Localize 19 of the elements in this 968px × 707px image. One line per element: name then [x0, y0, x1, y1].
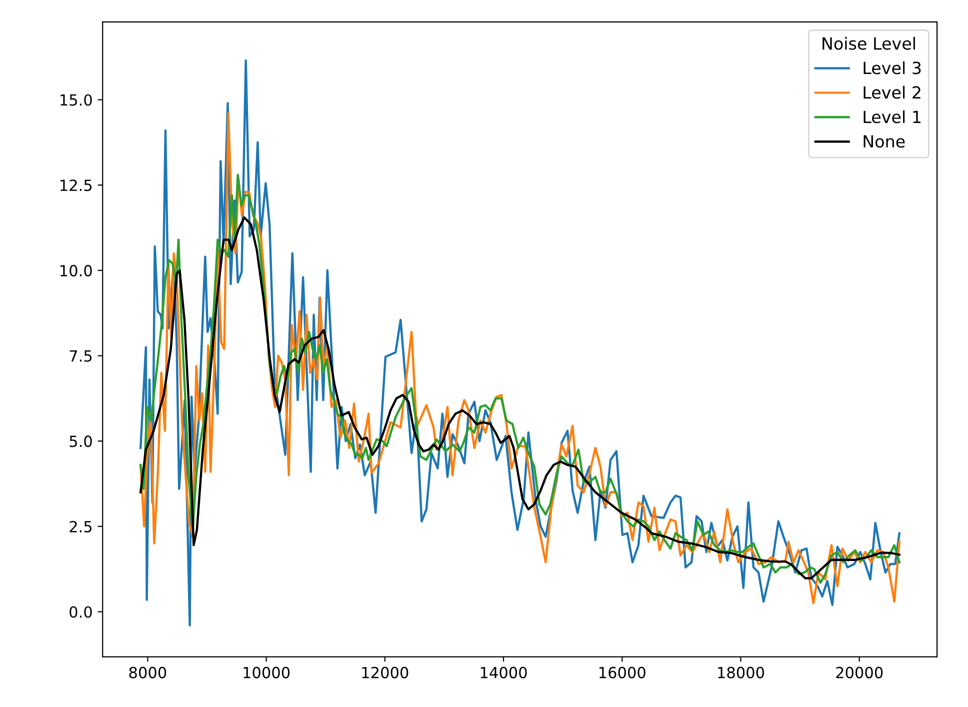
x-tick-label: 12000 — [362, 666, 408, 678]
x-tick-label: 10000 — [244, 666, 290, 678]
x-tick-label: 16000 — [599, 666, 646, 678]
x-tick-label: 20000 — [836, 666, 883, 678]
y-tick-label: 0.0 — [70, 606, 92, 618]
x-tick-label: 14000 — [480, 666, 527, 678]
y-tick-label: 10.0 — [60, 264, 92, 276]
legend-title: Noise Level — [822, 36, 915, 50]
y-tick-label: 2.5 — [70, 520, 92, 532]
legend-label: Level 1 — [864, 110, 920, 124]
y-tick-label: 15.0 — [60, 94, 92, 106]
legend-label: Level 2 — [864, 86, 920, 99]
y-tick-label: 5.0 — [70, 436, 92, 448]
x-tick-label: 8000 — [129, 666, 166, 678]
x-tick-label: 18000 — [718, 666, 764, 678]
y-tick-label: 7.5 — [70, 350, 92, 362]
legend-label: Level 3 — [864, 61, 921, 74]
y-tick-label: 12.5 — [60, 180, 92, 192]
legend-label: None — [864, 135, 905, 148]
